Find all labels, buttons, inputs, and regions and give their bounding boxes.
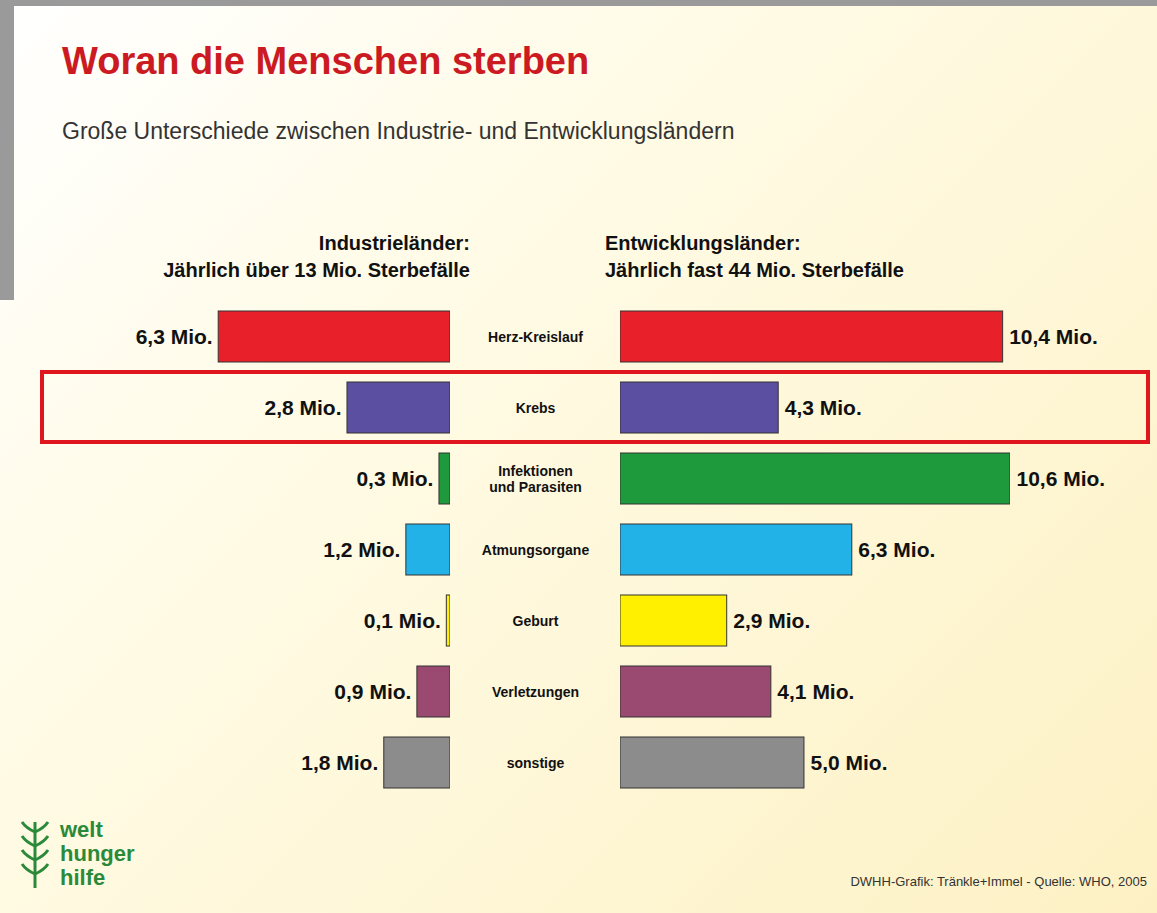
html-text:hilfe: hilfe <box>60 865 106 890</box>
svg-text:Geburt: Geburt <box>513 613 559 629</box>
svg-text:2,9 Mio.: 2,9 Mio. <box>733 609 810 632</box>
html-text:hunger: hunger <box>60 841 135 866</box>
html-text:Woran die Menschen sterben: Woran die Menschen sterben <box>62 40 590 82</box>
svg-text:10,6 Mio.: 10,6 Mio. <box>1017 467 1106 490</box>
svg-text:2,8 Mio.: 2,8 Mio. <box>264 396 341 419</box>
html-text:Jährlich über 13 Mio. Sterbefä: Jährlich über 13 Mio. Sterbefälle <box>163 259 470 281</box>
svg-text:0,3 Mio.: 0,3 Mio. <box>356 467 433 490</box>
svg-text:0,1 Mio.: 0,1 Mio. <box>364 609 441 632</box>
svg-text:6,3 Mio.: 6,3 Mio. <box>858 538 935 561</box>
svg-text:Infektionenund Parasiten: Infektionenund Parasiten <box>489 463 582 494</box>
svg-text:Herz-Kreislauf: Herz-Kreislauf <box>488 329 583 345</box>
svg-text:10,4 Mio.: 10,4 Mio. <box>1009 325 1098 348</box>
html-text:Jährlich fast 44 Mio. Sterbefä: Jährlich fast 44 Mio. Sterbefälle <box>605 259 904 281</box>
svg-text:4,1 Mio.: 4,1 Mio. <box>777 680 854 703</box>
html-text:welt: welt <box>60 817 103 842</box>
svg-text:1,2 Mio.: 1,2 Mio. <box>323 538 400 561</box>
svg-text:4,3 Mio.: 4,3 Mio. <box>785 396 862 419</box>
svg-text:Krebs: Krebs <box>516 400 556 416</box>
html-text:Industrieländer:: Industrieländer: <box>318 232 470 254</box>
svg-text:Verletzungen: Verletzungen <box>492 684 579 700</box>
svg-text:sonstige: sonstige <box>507 755 565 771</box>
html-text:Entwicklungsländer:: Entwicklungsländer: <box>605 232 801 254</box>
svg-text:Atmungsorgane: Atmungsorgane <box>482 542 590 558</box>
html-text:Große Unterschiede zwischen In: Große Unterschiede zwischen Industrie- u… <box>62 118 735 144</box>
svg-text:1,8 Mio.: 1,8 Mio. <box>301 751 378 774</box>
svg-text:6,3 Mio.: 6,3 Mio. <box>136 325 213 348</box>
html-text:DWHH-Grafik: Tränkle+Immel - Q: DWHH-Grafik: Tränkle+Immel - Quelle: WHO… <box>850 874 1147 889</box>
svg-text:0,9 Mio.: 0,9 Mio. <box>334 680 411 703</box>
svg-text:5,0 Mio.: 5,0 Mio. <box>810 751 887 774</box>
